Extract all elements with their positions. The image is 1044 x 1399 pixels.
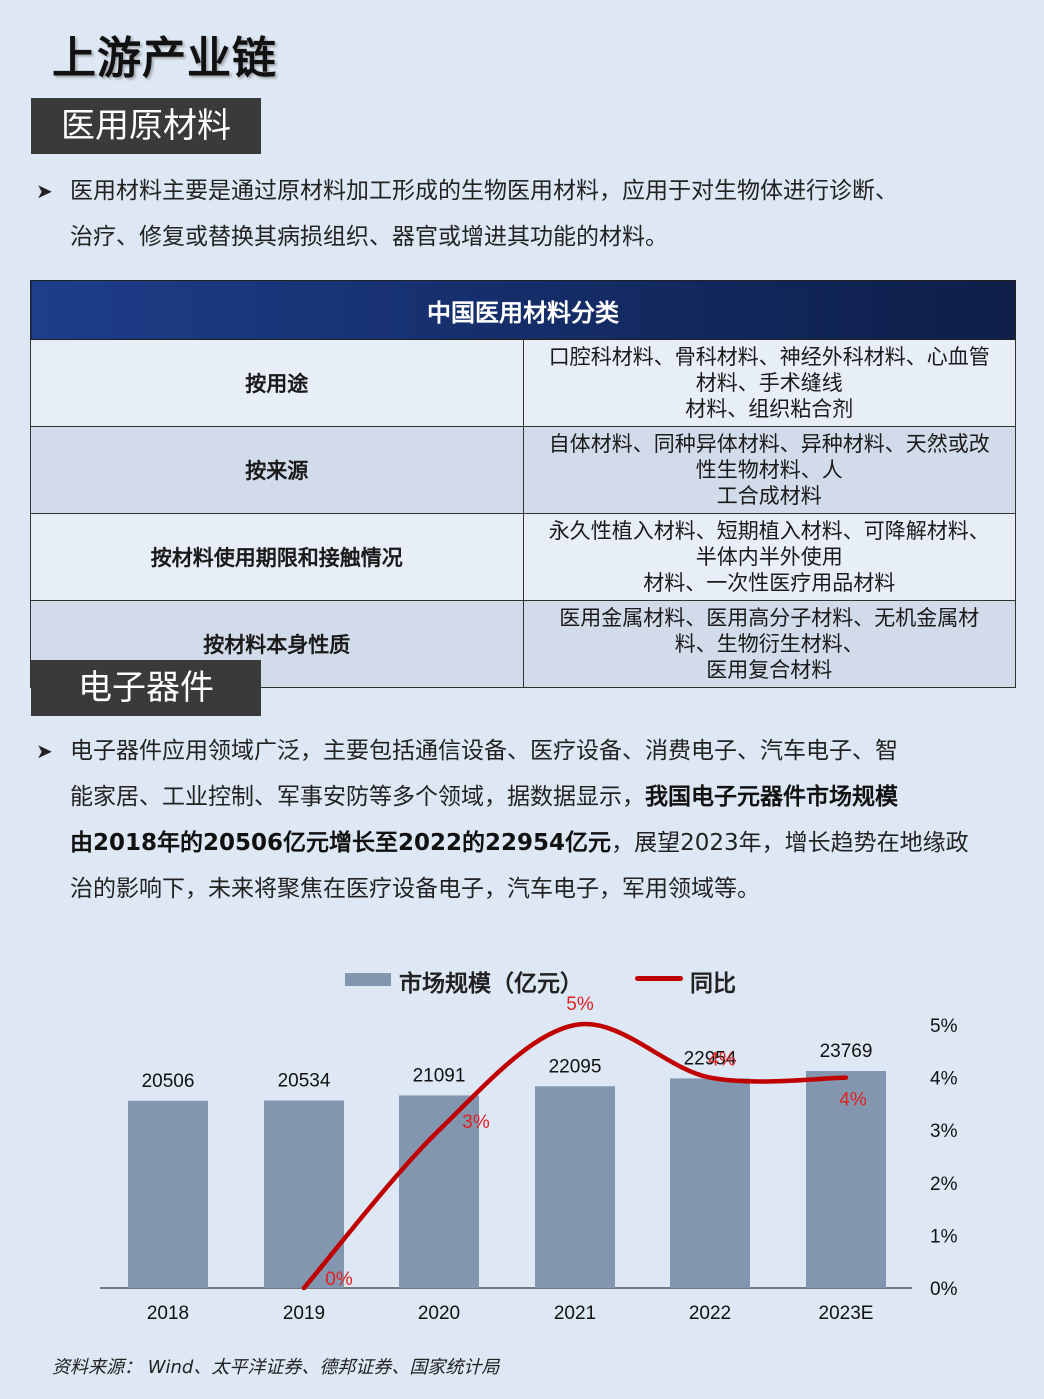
x-tick-label: 2021 (554, 1303, 596, 1324)
row-description: 永久性植入材料、短期植入材料、可降解材料、半体内半外使用 材料、一次性医疗用品材… (522, 513, 1016, 601)
line-value-label: 4% (708, 1050, 736, 1071)
materials-description: ➤ 医用材料主要是通过原材料加工形成的生物医用材料，应用于对生物体进行诊断、 治… (36, 168, 1016, 260)
y-right-tick-label: 2% (930, 1174, 958, 1195)
bar (806, 1071, 886, 1288)
bullet-arrow-icon: ➤ (36, 739, 53, 763)
bar-value-label: 21091 (413, 1065, 466, 1086)
x-tick-label: 2022 (689, 1303, 731, 1324)
line-value-label: 5% (566, 994, 594, 1015)
row-desc-line: 医用金属材料、医用高分子材料、无机金属材料、生物衍生材料、 (559, 606, 980, 656)
source-note: 资料来源： Wind、太平洋证券、德邦证券、国家统计局 (52, 1357, 500, 1378)
legend-label-line: 同比 (690, 971, 736, 997)
section-header-materials: 医用原材料 (31, 98, 261, 154)
row-category: 按来源 (30, 426, 524, 514)
section-header-electronics: 电子器件 (31, 660, 261, 716)
bar-value-label: 22095 (549, 1056, 602, 1077)
bold-text-span: 我国电子元器件市场规模 (645, 784, 898, 810)
table-row: 按用途 口腔科材料、骨科材料、神经外科材料、心血管材料、手术缝线 材料、组织粘合… (30, 339, 1016, 427)
text-span: 能家居、工业控制、军事安防等多个领域，据数据显示， (70, 784, 645, 810)
bar (535, 1086, 615, 1288)
bullet-arrow-icon: ➤ (36, 179, 53, 203)
x-tick-label: 2019 (283, 1303, 325, 1324)
y-right-tick-label: 1% (930, 1226, 958, 1247)
y-right-tick-label: 4% (930, 1069, 958, 1090)
row-description: 医用金属材料、医用高分子材料、无机金属材料、生物衍生材料、 医用复合材料 (522, 600, 1016, 688)
electronics-desc-line: 治的影响下，未来将聚焦在医疗设备电子，汽车电子，军用领域等。 (70, 876, 760, 902)
row-desc-line: 材料、组织粘合剂 (685, 397, 854, 421)
electronics-desc-line: 由2018年的20506亿元增长至2022的22954亿元，展望2023年，增长… (70, 820, 1016, 866)
electronics-desc-line: 电子器件应用领域广泛，主要包括通信设备、医疗设备、消费电子、汽车电子、智 (70, 738, 898, 764)
row-desc-line: 口腔科材料、骨科材料、神经外科材料、心血管材料、手术缝线 (548, 345, 990, 395)
bar (670, 1078, 750, 1288)
legend-swatch-bar (345, 973, 391, 986)
bar-value-label: 23769 (820, 1041, 873, 1062)
row-desc-line: 工合成材料 (716, 484, 822, 508)
bar-value-label: 22954 (684, 1048, 737, 1069)
materials-desc-line: 治疗、修复或替换其病损组织、器官或增进其功能的材料。 (70, 224, 668, 250)
x-tick-label: 2018 (147, 1303, 189, 1324)
y-right-tick-label: 5% (930, 1016, 958, 1037)
x-tick-label: 2023E (819, 1303, 874, 1324)
y-right-tick-label: 0% (930, 1279, 958, 1300)
line-value-label: 4% (839, 1090, 867, 1111)
y-right-tick-label: 3% (930, 1121, 958, 1142)
table-title: 中国医用材料分类 (30, 280, 1016, 340)
materials-classification-table: 中国医用材料分类 按用途 口腔科材料、骨科材料、神经外科材料、心血管材料、手术缝… (30, 280, 1016, 688)
legend-swatch-line (635, 976, 683, 981)
line-value-label: 0% (325, 1269, 353, 1290)
bold-text-span: 由2018年的20506亿元增长至2022的22954亿元 (70, 830, 612, 856)
row-category: 按材料使用期限和接触情况 (30, 513, 524, 601)
page-title: 上游产业链 (52, 33, 277, 84)
yoy-line (301, 1021, 849, 1291)
row-category: 按用途 (30, 339, 524, 427)
row-description: 口腔科材料、骨科材料、神经外科材料、心血管材料、手术缝线 材料、组织粘合剂 (522, 339, 1016, 427)
row-desc-line: 永久性植入材料、短期植入材料、可降解材料、半体内半外使用 (548, 519, 990, 569)
row-desc-line: 材料、一次性医疗用品材料 (643, 571, 896, 595)
table-row: 按材料本身性质 医用金属材料、医用高分子材料、无机金属材料、生物衍生材料、 医用… (30, 600, 1016, 688)
x-tick-label: 2020 (418, 1303, 460, 1324)
text-span: ，展望2023年，增长趋势在地缘政 (611, 830, 969, 856)
electronics-description: ➤ 电子器件应用领域广泛，主要包括通信设备、医疗设备、消费电子、汽车电子、智 能… (36, 728, 1016, 912)
materials-desc-line: 医用材料主要是通过原材料加工形成的生物医用材料，应用于对生物体进行诊断、 (70, 178, 898, 204)
electronics-desc-line: 能家居、工业控制、军事安防等多个领域，据数据显示，我国电子元器件市场规模 (70, 774, 1016, 820)
row-description: 自体材料、同种异体材料、异种材料、天然或改性生物材料、人 工合成材料 (522, 426, 1016, 514)
legend-label-bar: 市场规模（亿元） (399, 971, 583, 997)
row-desc-line: 医用复合材料 (706, 658, 833, 682)
table-row: 按来源 自体材料、同种异体材料、异种材料、天然或改性生物材料、人 工合成材料 (30, 426, 1016, 514)
bar-value-label: 20506 (142, 1071, 195, 1092)
table-row: 按材料使用期限和接触情况 永久性植入材料、短期植入材料、可降解材料、半体内半外使… (30, 513, 1016, 601)
bar (264, 1100, 344, 1288)
row-desc-line: 自体材料、同种异体材料、异种材料、天然或改性生物材料、人 (548, 432, 990, 482)
line-value-label: 3% (462, 1112, 490, 1133)
bar (128, 1100, 208, 1288)
bar-value-label: 20534 (278, 1071, 331, 1092)
